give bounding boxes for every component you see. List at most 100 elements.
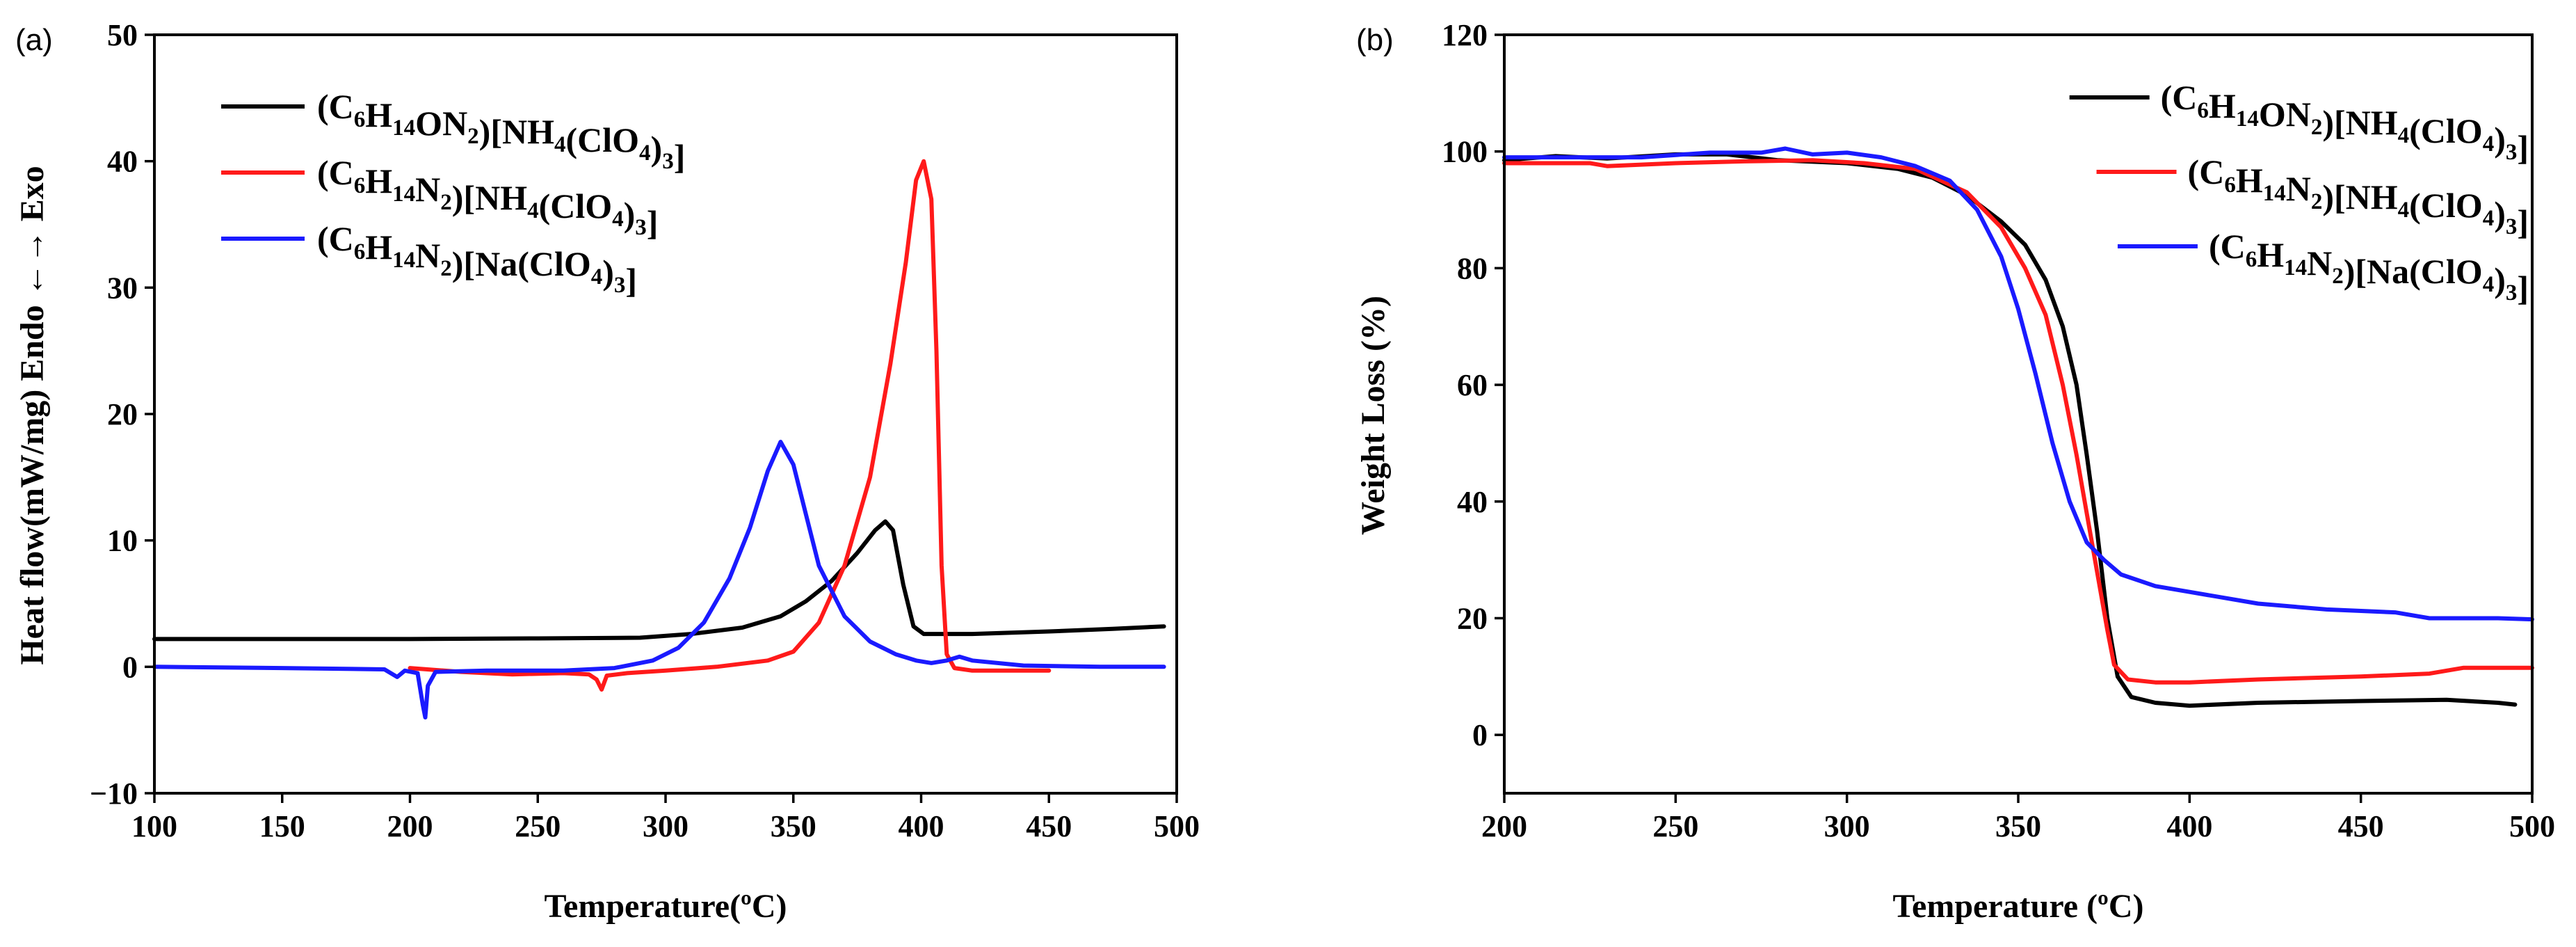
legend-sub: 14 [392, 182, 415, 207]
panel-b-series-line-3 [1502, 146, 2534, 622]
legend-sub: 4 [554, 132, 566, 157]
panel-b-label: (b) [1356, 23, 1394, 57]
legend-part: H [2236, 161, 2263, 200]
legend-part: H [365, 95, 392, 134]
legend-part: ) [2494, 260, 2506, 299]
legend-sub: 3 [635, 215, 647, 240]
legend-sub: 4 [2483, 132, 2495, 157]
panel-a-y-tick-label: 10 [107, 524, 138, 558]
panel-a-x-tick-label: 150 [259, 809, 305, 843]
legend-sub: 4 [639, 141, 651, 166]
legend-sub: 14 [2236, 106, 2259, 132]
legend-sub: 6 [354, 107, 366, 132]
legend-sub: 3 [2506, 280, 2518, 305]
panel-a-x-tick-label: 500 [1154, 809, 1200, 843]
legend-part: (C [317, 153, 354, 192]
legend-sub: 14 [392, 116, 415, 141]
legend-sub: 6 [354, 239, 366, 264]
legend-part: H [365, 228, 392, 266]
legend-sub: 6 [2197, 98, 2209, 123]
legend-sub: 14 [2284, 255, 2307, 280]
legend-part: ] [2517, 269, 2529, 308]
legend-sub: 14 [2263, 181, 2286, 206]
legend-part: (C [2209, 227, 2246, 266]
panel-b-ticks: 200 250 300 350 400 450 500 0 20 40 60 80 100 120 [1442, 18, 2555, 843]
legend-part: ] [2517, 128, 2529, 167]
panel-b-y-axis-title: Weight Loss (%) [1355, 296, 1392, 535]
legend-part: ) [602, 253, 614, 292]
panel-a-legend-label-3: (C6H14N2)[Na(ClO4)3] [317, 219, 637, 300]
panel-b-x-tick-label: 350 [1995, 809, 2041, 843]
panel-b-y-tick-label: 60 [1457, 368, 1488, 402]
panel-b-x-axis-title: Temperature (ºC) [1892, 888, 2143, 925]
legend-sub: 2 [2311, 115, 2323, 140]
legend-part: ) [2494, 120, 2506, 159]
legend-sub: 2 [440, 256, 452, 281]
legend-sub: 4 [2398, 198, 2410, 223]
legend-part: (C [317, 87, 354, 126]
legend-sub: 4 [2483, 206, 2495, 231]
panel-a-y-tick-label: 20 [107, 397, 138, 431]
legend-part: ) [651, 129, 663, 168]
panel-a-x-tick-label: 450 [1026, 809, 1072, 843]
legend-sub: 4 [2398, 123, 2410, 148]
legend-part: ] [647, 203, 659, 242]
legend-part: N [2307, 244, 2332, 282]
panel-b-legend-label-1: (C6H14ON2)[NH4(ClO4)3] [2161, 78, 2529, 167]
panel-b-series-group [1502, 146, 2534, 708]
legend-part: N [2286, 169, 2311, 208]
legend-sub: 4 [2483, 272, 2495, 297]
panel-a-y-tick-label: 30 [107, 271, 138, 305]
panel-a-x-tick-label: 100 [131, 809, 177, 843]
panel-b-y-tick-label: 80 [1457, 251, 1488, 285]
legend-part: (ClO [565, 120, 639, 159]
legend-sub: 2 [440, 190, 452, 215]
legend-sub: 2 [2332, 264, 2344, 289]
panel-a-y-tick-label: 0 [122, 650, 138, 684]
panel-a-series-line-1 [152, 519, 1166, 642]
chart-panel-b: (b) 200 250 300 350 400 450 500 0 20 40 60 80 100 120… [1355, 18, 2555, 925]
panel-a-x-tick-label: 400 [899, 809, 944, 843]
legend-part: )[NH [2322, 177, 2397, 216]
legend-part: ON [415, 104, 467, 143]
legend-part: ON [2259, 95, 2311, 134]
legend-sub: 6 [2224, 173, 2236, 198]
legend-sub: 6 [2246, 247, 2257, 272]
legend-sub: 3 [614, 273, 626, 298]
panel-b-y-tick-label: 20 [1457, 601, 1488, 635]
chart-panel-a: (a) 100 150 200 250 300 350 400 450 500−10010203… [14, 18, 1200, 925]
legend-sub: 3 [2506, 214, 2518, 239]
legend-sub: 3 [2506, 140, 2518, 165]
legend-part: N [415, 170, 440, 209]
panel-b-y-tick-label: 0 [1472, 718, 1488, 752]
panel-a-x-axis-title: Temperature(ºC) [544, 888, 787, 925]
panel-a-x-tick-label: 300 [643, 809, 689, 843]
legend-part: )[Na(ClO [2344, 252, 2483, 291]
legend-sub: 4 [591, 264, 603, 289]
panel-a-legend-label-2: (C6H14N2)[NH4(ClO4)3] [317, 153, 658, 242]
panel-a-y-tick-label: 50 [107, 18, 138, 52]
legend-sub: 3 [662, 149, 674, 174]
legend-sub: 6 [354, 173, 366, 198]
legend-part: )[NH [2322, 103, 2397, 142]
panel-a-ticks: 100 150 200 250 300 350 400 450 500 −10 0 10 20 30 40 5… [90, 18, 1200, 843]
legend-sub: 4 [612, 207, 624, 232]
legend-part: (ClO [2409, 186, 2483, 225]
panel-b-x-tick-label: 450 [2338, 809, 2384, 843]
panel-a-series-group [152, 159, 1166, 719]
legend-part: H [365, 161, 392, 200]
panel-a-legend-label-1: (C6H14ON2)[NH4(ClO4)3] [317, 87, 685, 176]
panel-a-x-tick-label: 350 [771, 809, 816, 843]
panel-a-y-axis-title: Heat flow(mW/mg) Endo ←→ Exo [14, 166, 51, 665]
legend-part: ] [625, 261, 637, 300]
legend-part: (C [317, 219, 354, 258]
panel-a-legend: (C6H14ON2)[NH4(ClO4)3](C6H14N2)[NH4(ClO4… [221, 87, 685, 300]
panel-b-x-tick-label: 400 [2166, 809, 2212, 843]
panel-b-x-tick-label: 250 [1652, 809, 1698, 843]
panel-a-y-tick-label: −10 [90, 777, 138, 811]
legend-part: ) [624, 195, 636, 234]
panel-b-y-tick-label: 100 [1442, 135, 1488, 169]
legend-part: ) [2494, 194, 2506, 233]
